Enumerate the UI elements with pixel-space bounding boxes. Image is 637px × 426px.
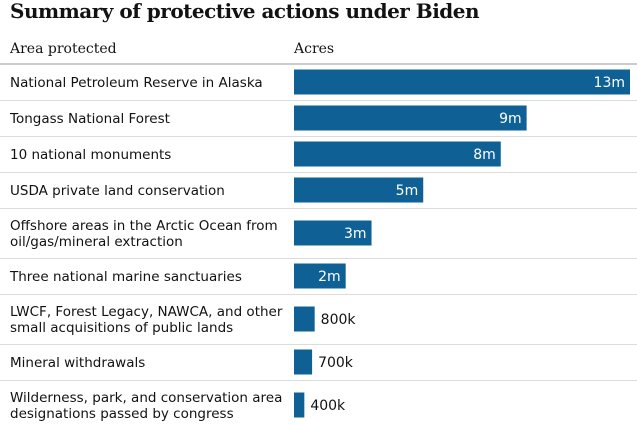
category-label: Offshore areas in the Arctic Ocean from o…: [10, 218, 278, 250]
category-label: 10 national monuments: [10, 147, 171, 163]
bar: [294, 220, 372, 246]
bar: [294, 349, 313, 375]
bar: [294, 141, 501, 167]
category-label: Tongass National Forest: [9, 111, 170, 127]
bar: [294, 392, 305, 418]
bar: [294, 263, 346, 289]
bar-value-label: 9m: [499, 111, 522, 127]
category-label: USDA private land conservation: [10, 183, 225, 199]
category-label: National Petroleum Reserve in Alaska: [10, 75, 263, 91]
area-column-header: Area protected: [10, 41, 117, 57]
acres-column-header: Acres: [294, 41, 335, 57]
bar-value-label: 13m: [594, 75, 625, 91]
bar-value-label: 700k: [318, 355, 354, 371]
category-label: Wilderness, park, and conservation area d…: [10, 390, 282, 422]
bar: [294, 69, 630, 95]
bar: [294, 177, 424, 203]
bar-value-label: 800k: [321, 312, 357, 328]
category-label: LWCF, Forest Legacy, NAWCA, and other sma…: [10, 304, 283, 336]
category-label: Mineral withdrawals: [10, 355, 145, 371]
bar-value-label: 8m: [473, 147, 496, 163]
bar: [294, 105, 527, 131]
bar: [294, 306, 315, 332]
bar-value-label: 400k: [310, 398, 346, 414]
bar-value-label: 2m: [318, 269, 341, 285]
bar-value-label: 3m: [344, 226, 367, 242]
category-label: Three national marine sanctuaries: [9, 269, 242, 285]
bar-value-label: 5m: [396, 183, 419, 199]
chart-title: Summary of protective actions under Bide…: [10, 0, 480, 23]
